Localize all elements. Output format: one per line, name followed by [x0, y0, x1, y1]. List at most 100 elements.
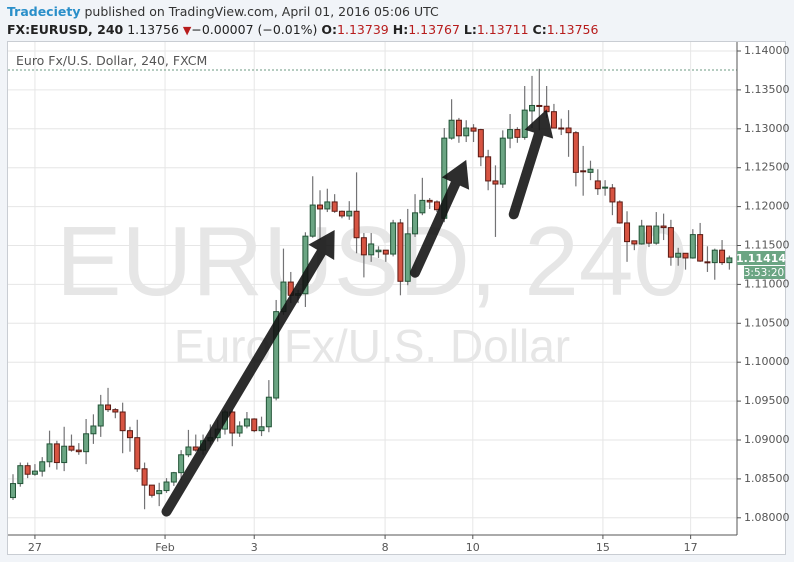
- candle-body: [697, 234, 704, 262]
- price-tick-label: 1.09500: [744, 394, 790, 407]
- candle-up: [83, 418, 90, 465]
- candle-body: [119, 411, 126, 432]
- candle-body: [565, 127, 572, 134]
- candle-up: [39, 457, 46, 477]
- candle-down: [594, 169, 601, 195]
- candle-body: [17, 465, 24, 485]
- symbol-label: FX:EURUSD, 240: [7, 22, 124, 37]
- candle-body: [653, 225, 660, 244]
- candle-body: [448, 119, 455, 139]
- published-text: published on TradingView.com, April 01, …: [84, 4, 439, 19]
- candle-body: [521, 109, 528, 138]
- candle-body: [390, 222, 397, 255]
- candle-body: [594, 180, 601, 190]
- candle-body: [75, 449, 82, 453]
- candle-up: [265, 380, 272, 433]
- candle-body: [338, 210, 345, 217]
- candle-up: [236, 421, 243, 437]
- candle-body: [667, 227, 674, 258]
- candle-down: [514, 127, 521, 143]
- candle-body: [397, 222, 404, 282]
- candle-body: [689, 234, 696, 259]
- candle-down: [572, 131, 579, 187]
- candles: [10, 68, 733, 510]
- candle-body: [675, 252, 682, 258]
- grid: [8, 42, 737, 535]
- candle-down: [704, 246, 711, 272]
- candle-down: [616, 200, 623, 224]
- candle-down: [477, 128, 484, 167]
- candle-body: [331, 201, 338, 212]
- author-link[interactable]: Tradeciety: [7, 4, 81, 19]
- arrow-icon: [508, 109, 554, 220]
- time-tick-label: 27: [28, 541, 42, 554]
- symbol-info: FX:EURUSD, 240 1.13756 ▼−0.00007 (−0.01%…: [7, 22, 598, 37]
- price-tick-label: 1.09000: [744, 433, 790, 446]
- candle-down: [455, 117, 462, 143]
- candle-body: [580, 170, 587, 173]
- candle-up: [529, 75, 536, 129]
- candle-down: [192, 434, 199, 452]
- candle-up: [170, 471, 177, 486]
- close-value: 1.13756: [546, 22, 599, 37]
- candle-body: [726, 257, 733, 264]
- candle-down: [426, 198, 433, 209]
- candle-down: [68, 434, 75, 452]
- candle-body: [514, 129, 521, 138]
- candle-body: [477, 129, 484, 158]
- publish-info: Tradeciety published on TradingView.com,…: [7, 4, 439, 19]
- candle-up: [689, 229, 696, 259]
- triangle-down-icon: ▼: [182, 24, 192, 37]
- candle-body: [243, 418, 250, 427]
- candle-down: [470, 124, 477, 143]
- candle-up: [419, 177, 426, 216]
- candle-body: [353, 210, 360, 239]
- candle-down: [485, 149, 492, 191]
- open-value: 1.13739: [337, 22, 389, 37]
- candle-up: [324, 188, 331, 213]
- candle-up: [711, 248, 718, 280]
- candle-up: [412, 194, 419, 237]
- candle-body: [536, 104, 543, 107]
- candle-body: [324, 201, 331, 210]
- price-tick-label: 1.10000: [744, 355, 790, 368]
- arrow-shaft: [410, 178, 461, 278]
- candle-body: [602, 186, 609, 189]
- candle-body: [419, 199, 426, 214]
- price-axis: 1.14000 1.13500 1.13000 1.12500 1.12000 1.115…: [737, 44, 790, 524]
- low-label: L:: [463, 22, 477, 37]
- price-tick-label: 1.12500: [744, 161, 790, 174]
- candle-body: [624, 222, 631, 243]
- candle-down: [119, 402, 126, 454]
- candle-down: [550, 103, 557, 129]
- candle-body: [572, 132, 579, 173]
- open-label: O:: [321, 22, 338, 37]
- candle-body: [499, 137, 506, 185]
- arrow-head: [308, 229, 335, 260]
- candle-body: [463, 127, 470, 137]
- candle-down: [148, 484, 155, 498]
- candle-body: [426, 199, 433, 203]
- candle-down: [397, 219, 404, 296]
- candle-body: [265, 396, 272, 428]
- candle-body: [412, 212, 419, 235]
- candle-down: [331, 194, 338, 213]
- candle-down: [609, 184, 616, 216]
- candle-body: [83, 433, 90, 453]
- candle-up: [587, 160, 594, 181]
- candle-down: [53, 440, 60, 470]
- candle-body: [148, 484, 155, 496]
- time-tick-label: 17: [684, 541, 698, 554]
- candle-up: [404, 208, 411, 286]
- candle-body: [317, 204, 324, 210]
- candle-body: [258, 426, 265, 432]
- candle-down: [317, 190, 324, 241]
- time-tick-label: 15: [596, 541, 610, 554]
- candle-body: [39, 461, 46, 472]
- time-tick-label: Feb: [155, 541, 174, 554]
- candle-body: [375, 249, 382, 253]
- candle-down: [338, 210, 345, 219]
- candle-body: [470, 127, 477, 132]
- candle-body: [163, 481, 170, 492]
